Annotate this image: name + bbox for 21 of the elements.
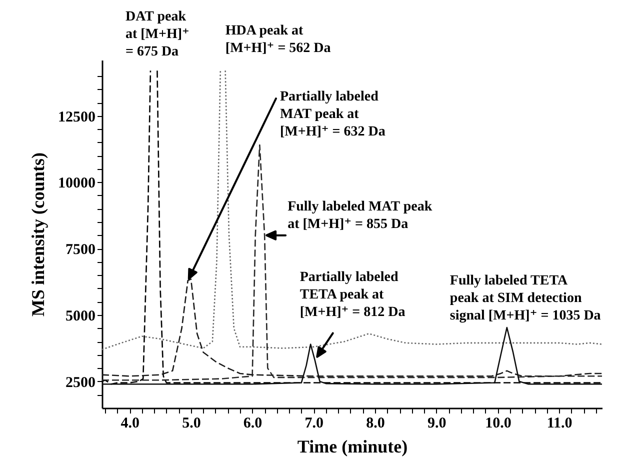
annotation: Fully labeled TETA peak at SIM detection signal [M+H]⁺ = 1035 Da [450, 274, 601, 324]
y-tick-label: 2500 [66, 374, 96, 391]
annotation: Partially labeled TETA peak at [M+H]⁺ = 812 Da [300, 270, 406, 320]
y-tick-label: 7500 [66, 242, 96, 258]
x-tick-label: 11.0 [546, 416, 572, 432]
x-tick-label: 9.0 [427, 416, 446, 432]
annotation: HDA peak at [M+H]⁺ = 562 Da [225, 24, 331, 56]
annotation: Fully labeled MAT peak at [M+H]⁺ = 855 Da [288, 199, 432, 232]
x-tick-label: 8.0 [366, 416, 385, 432]
x-tick-label: 10.0 [485, 416, 512, 432]
x-tick-label: 6.0 [243, 416, 262, 432]
y-tick-label: 12500 [58, 109, 96, 126]
annotation: DAT peak at [M+H]⁺ = 675 Da [125, 10, 190, 60]
x-tick-label: 7.0 [304, 416, 324, 432]
annotation: Partially labeled MAT peak at [M+H]⁺ = 632 Da [280, 90, 386, 140]
x-tick-label: 4.0 [120, 416, 140, 432]
y-tick-label: 5000 [66, 308, 96, 325]
y-tick-label: 10000 [58, 176, 96, 192]
x-axis-title: Time (minute) [297, 436, 408, 456]
x-tick-label: 5.0 [182, 416, 201, 432]
y-axis-title: MS intensity (counts) [28, 152, 48, 317]
